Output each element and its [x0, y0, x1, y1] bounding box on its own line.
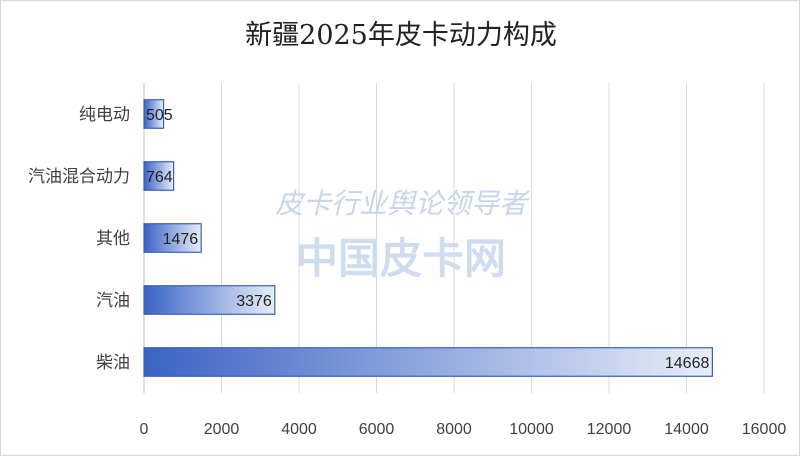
x-tick-label: 16000 — [742, 421, 787, 438]
x-tick-label: 2000 — [204, 421, 240, 438]
x-tick-label: 0 — [140, 421, 149, 438]
bar — [143, 99, 165, 129]
x-tick-label: 10000 — [509, 421, 554, 438]
data-label: 3376 — [236, 293, 272, 310]
data-label: 505 — [146, 107, 173, 124]
x-tick-label: 6000 — [359, 421, 395, 438]
x-tick-label: 14000 — [664, 421, 709, 438]
x-tick-label: 4000 — [281, 421, 317, 438]
category-label: 纯电动 — [79, 105, 130, 125]
chart-title: 新疆2025年皮卡动力构成 — [245, 20, 557, 51]
data-label: 764 — [146, 169, 173, 186]
category-label: 汽油 — [96, 291, 130, 311]
data-label: 1476 — [163, 231, 199, 248]
category-label: 其他 — [96, 229, 130, 249]
watermark-slogan: 皮卡行业舆论领导者 — [275, 187, 530, 220]
bar — [143, 347, 713, 377]
data-label: 14668 — [665, 355, 710, 372]
bar — [143, 285, 276, 315]
x-tick-label: 8000 — [436, 421, 472, 438]
category-label: 柴油 — [96, 353, 130, 373]
bar — [143, 161, 175, 191]
watermark: 皮卡行业舆论领导者 中国皮卡网 — [275, 187, 530, 283]
category-label: 汽油混合动力 — [28, 167, 130, 187]
bar — [143, 223, 202, 253]
x-tick-label: 12000 — [587, 421, 632, 438]
watermark-site-name: 中国皮卡网 — [296, 234, 506, 283]
